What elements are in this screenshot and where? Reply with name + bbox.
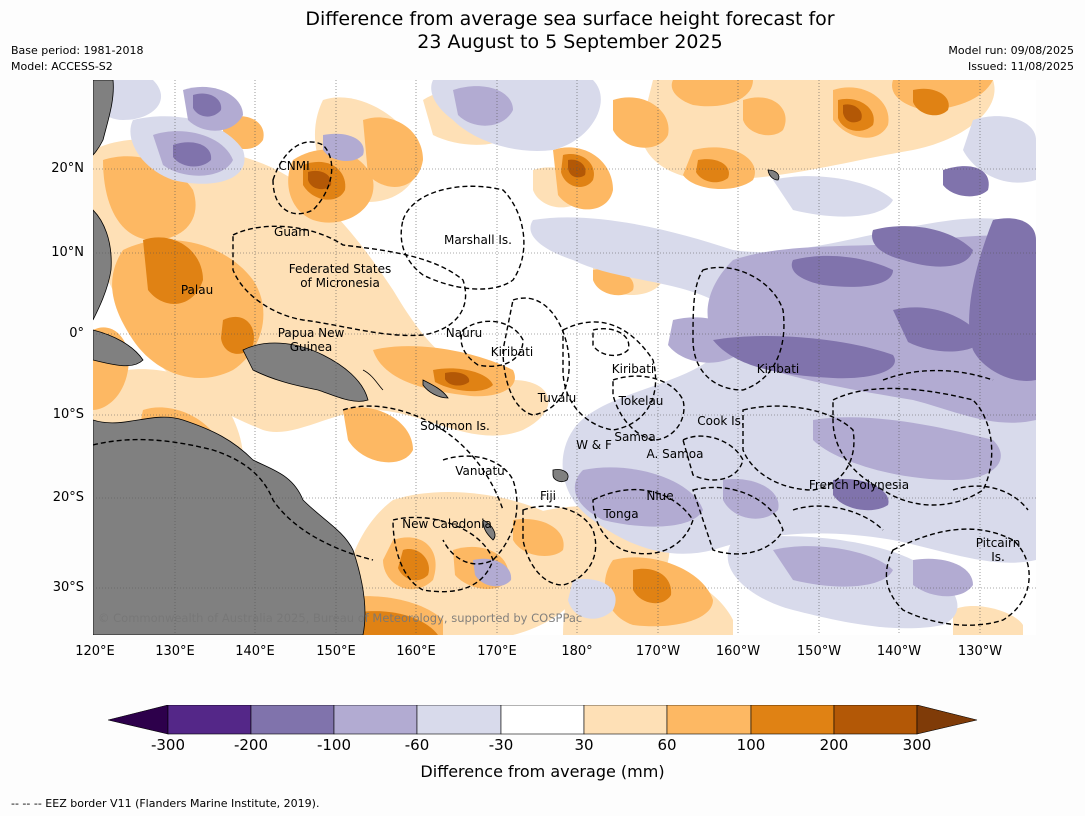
lon-label-180: 180° [561,644,593,659]
place-label-new-caledonia: New Caledonia [402,517,492,531]
place-label-american-samoa: A. Samoa [646,447,704,461]
place-label-kiribati-west: Kiribati [490,345,534,359]
lon-label-140w: 140°W [876,644,922,659]
meta-left: Base period: 1981-2018 Model: ACCESS-S2 [11,43,143,75]
model-run: Model run: 09/08/2025 [948,44,1074,57]
colorbar-bin-minus100-minus60 [333,705,418,735]
colorbar-tick-minus300: -300 [150,736,186,754]
colorbar-label: Difference from average (mm) [420,762,665,781]
place-label-niue: Niue [646,489,674,503]
lon-label-130e: 130°E [155,644,195,659]
lon-label-160w: 160°W [715,644,761,659]
copyright-notice: © Commonwealth of Australia 2025, Bureau… [98,611,583,625]
place-label-guam: Guam [274,225,310,239]
place-label-tuvalu: Tuvalu [537,391,577,405]
lat-label-10n: 10°N [51,245,84,260]
colorbar-bin-100-200 [750,705,835,735]
map-svg [93,80,1036,635]
extreme-positive-patches [308,104,862,386]
asia-coast-landmass [93,80,114,156]
colorbar-tick-60: 60 [657,736,677,754]
colorbar-tick-30: 30 [574,736,594,754]
solomon-islands-landmass [422,379,449,399]
fiji-landmass [552,469,569,483]
borneo-landmass [93,329,144,367]
lat-label-20s: 20°S [52,490,84,505]
place-label-kiribati-east: Kiribati [756,362,800,376]
colorbar-bin-30-60 [583,705,668,735]
place-label-fsm: Federated States of Micronesia [289,262,391,290]
meta-right: Model run: 09/08/2025 Issued: 11/08/2025 [948,43,1074,75]
lat-label-10s: 10°S [52,407,84,422]
lat-label-0: 0° [69,326,84,341]
place-label-tokelau: Tokelau [618,394,664,408]
colorbar-tick-200: 200 [819,736,849,754]
pitcairn-line-1: Pitcairn [975,536,1021,550]
png-line-1: Papua New [277,326,345,340]
place-label-cook-islands: Cook Is. [697,414,745,428]
colorbar-tick-minus100: -100 [316,736,352,754]
fsm-line-2: of Micronesia [300,276,380,290]
colorbar-extend-low [108,705,169,735]
moderate-negative-patches [153,86,1036,597]
place-label-pitcairn: Pitcairn Is. [976,536,1021,564]
model-name: Model: ACCESS-S2 [11,60,113,73]
place-label-wallis-futuna: W & F [576,438,612,452]
eez-footnote: -- -- -- EEZ border V11 (Flanders Marine… [11,797,320,810]
lat-label-30s: 30°S [52,580,84,595]
place-label-nauru: Nauru [445,326,483,340]
land-masses [93,80,780,635]
colorbar-tick-100: 100 [736,736,766,754]
title-line-2: 23 August to 5 September 2025 [417,31,723,53]
place-label-solomon-islands: Solomon Is. [420,419,490,433]
lon-label-130w: 130°W [957,644,1003,659]
place-label-cnmi: CNMI [278,159,310,173]
place-label-marshall-islands: Marshall Is. [444,233,512,247]
colorbar-tick-minus60: -60 [404,736,430,754]
base-period: Base period: 1981-2018 [11,44,144,57]
fsm-line-1: Federated States [288,262,392,276]
colorbar-bin-minus60-minus30 [416,705,502,735]
place-label-samoa: Samoa [614,430,656,444]
australia-landmass [93,416,366,635]
lon-label-170e: 170°E [477,644,517,659]
lon-label-150w: 150°W [796,644,842,659]
lat-label-20n: 20°N [51,161,84,176]
place-label-tonga: Tonga [603,507,639,521]
map-panel: CNMI Guam Marshall Is. Federated States … [93,80,1036,635]
place-label-png: Papua New Guinea [278,326,345,354]
map-title: Difference from average sea surface heig… [240,8,900,54]
lon-label-120e: 120°E [75,644,115,659]
lon-label-160e: 160°E [396,644,436,659]
eez-borders [93,141,1030,626]
colorbar-bin-minus300-minus200 [167,705,252,735]
place-label-vanuatu: Vanuatu [455,464,505,478]
new-guinea-landmass [242,342,369,402]
place-label-french-polynesia: French Polynesia [808,478,910,492]
strong-negative-patches [173,93,1036,511]
colorbar-tick-minus30: -30 [488,736,514,754]
pitcairn-line-2: Is. [991,550,1005,564]
title-line-1: Difference from average sea surface heig… [305,8,835,30]
place-label-palau: Palau [180,283,214,297]
colorbar-bin-60-100 [666,705,752,735]
place-label-kiribati-central: Kiribati [611,362,655,376]
lon-label-150e: 150°E [316,644,356,659]
colorbar-bin-200-300 [833,705,918,735]
new-caledonia-landmass [482,519,496,541]
lon-label-140e: 140°E [235,644,275,659]
colorbar-extend-high [916,705,978,735]
colorbar-bin-minus200-minus100 [250,705,335,735]
lon-label-170w: 170°W [635,644,681,659]
issued-date: Issued: 11/08/2025 [967,60,1074,73]
philippines-landmass [93,209,112,321]
colorbar [108,705,978,735]
colorbar-tick-minus200: -200 [233,736,269,754]
colorbar-tick-300: 300 [902,736,932,754]
colorbar-bin-minus30-30 [500,705,585,735]
place-label-fiji: Fiji [539,489,557,503]
png-line-2: Guinea [289,340,333,354]
hawaii-landmass [767,169,780,181]
